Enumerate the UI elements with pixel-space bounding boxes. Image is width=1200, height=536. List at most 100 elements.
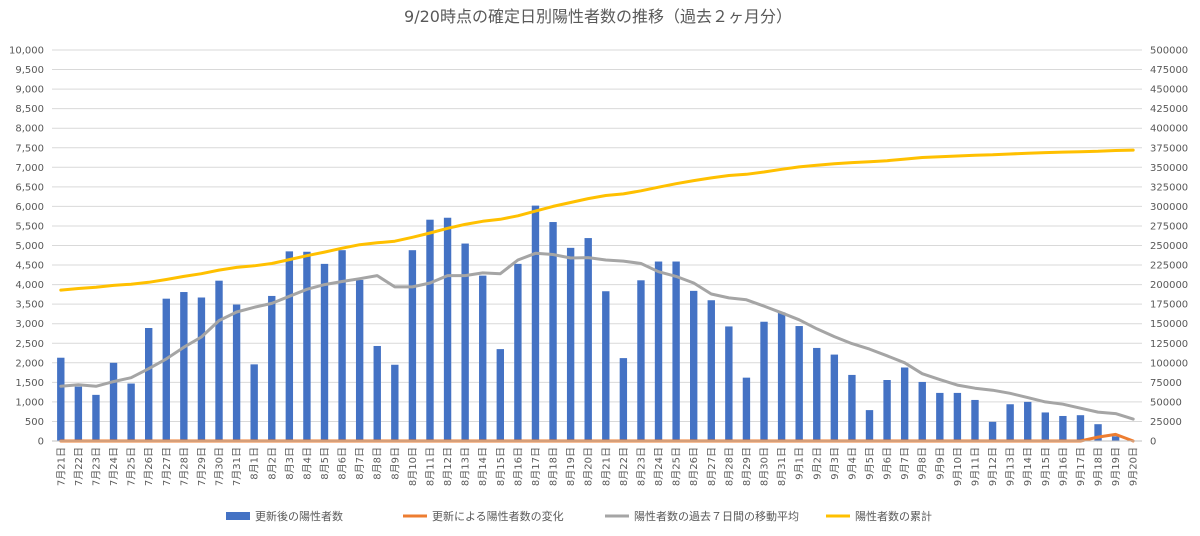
- x-tick-label: 7月23日: [90, 447, 102, 486]
- y-right-tick-label: 350000: [1150, 163, 1188, 174]
- bar: [690, 290, 698, 441]
- bar: [285, 251, 294, 441]
- y-right-tick-label: 50000: [1150, 397, 1182, 408]
- x-tick-label: 9月5日: [864, 447, 876, 480]
- x-axis: 7月21日 7月22日 7月23日 7月24日 7月25日 7月26日 7月27日 7月28日…: [52, 440, 1142, 486]
- bar: [250, 364, 258, 441]
- x-tick-label: 8月21日: [600, 447, 612, 486]
- y-left-tick-label: 500: [25, 417, 44, 428]
- bar: [479, 275, 487, 441]
- bar: [1094, 424, 1102, 441]
- bar: [936, 392, 944, 441]
- bar: [1041, 412, 1049, 441]
- y-right-tick-label: 75000: [1150, 378, 1182, 389]
- legend: 更新後の陽性者数 更新による陽性者数の変化 陽性者数の過去７日間の移動平均 陽性者数の…: [226, 509, 932, 523]
- x-tick-label: 9月11日: [969, 447, 981, 486]
- x-tick-label: 9月4日: [846, 447, 858, 480]
- y-left-tick-label: 0: [38, 437, 44, 448]
- y-right-tick-label: 100000: [1150, 358, 1188, 369]
- x-tick-label: 8月20日: [583, 447, 595, 486]
- y-right-tick-label: 475000: [1150, 65, 1188, 76]
- y-right-tick-label: 275000: [1150, 221, 1188, 232]
- x-tick-label: 8月9日: [389, 447, 401, 480]
- bar: [865, 410, 874, 441]
- x-tick-label: 8月15日: [495, 447, 507, 486]
- bar: [830, 354, 839, 441]
- bar: [57, 357, 65, 441]
- x-tick-label: 8月22日: [618, 447, 630, 486]
- y-right-tick-label: 450000: [1150, 85, 1188, 96]
- bar: [1059, 415, 1067, 441]
- chart-title: 9/20時点の確定日別陽性者数の推移（過去２ヶ月分）: [404, 7, 792, 26]
- x-tick-label: 7月25日: [126, 447, 138, 486]
- x-tick-label: 7月28日: [178, 447, 190, 486]
- y-left-tick-label: 5,500: [15, 221, 44, 232]
- x-tick-label: 9月6日: [882, 447, 894, 480]
- bar: [918, 381, 926, 441]
- legend-label: 陽性者数の過去７日間の移動平均: [634, 509, 799, 523]
- y-left-tick-label: 2,000: [15, 358, 44, 369]
- bar: [848, 374, 856, 441]
- x-tick-label: 8月10日: [407, 447, 419, 486]
- bar: [971, 399, 979, 441]
- x-tick-label: 8月7日: [354, 447, 366, 480]
- x-tick-label: 8月24日: [653, 447, 665, 486]
- legend-swatch: [226, 512, 250, 520]
- y-right-tick-label: 300000: [1150, 202, 1188, 213]
- y-left-tick-label: 3,000: [15, 319, 44, 330]
- bar: [795, 326, 803, 441]
- y-left-tick-label: 10,000: [9, 46, 44, 57]
- bar: [496, 349, 504, 441]
- y-left-tick-label: 8,500: [15, 104, 44, 115]
- bar: [408, 250, 417, 441]
- x-tick-label: 7月31日: [231, 447, 243, 486]
- x-tick-label: 8月18日: [548, 447, 560, 486]
- bar: [777, 312, 786, 441]
- x-tick-label: 9月18日: [1093, 447, 1105, 486]
- bar: [1111, 436, 1120, 441]
- bar: [549, 222, 557, 441]
- bar: [268, 295, 276, 441]
- y-left-tick-label: 6,500: [15, 182, 44, 193]
- x-tick-label: 7月22日: [73, 447, 85, 486]
- bar: [813, 347, 821, 441]
- y-left-tick-label: 3,500: [15, 300, 44, 311]
- x-tick-label: 8月26日: [688, 447, 700, 486]
- bar: [232, 304, 241, 441]
- y-right-tick-label: 150000: [1150, 319, 1188, 330]
- bar: [127, 383, 135, 441]
- x-tick-label: 8月28日: [723, 447, 735, 486]
- y-right-tick-label: 200000: [1150, 280, 1188, 291]
- x-tick-label: 8月31日: [776, 447, 788, 486]
- bar: [654, 261, 663, 441]
- bar: [338, 250, 346, 441]
- x-tick-label: 9月12日: [987, 447, 999, 486]
- x-tick-label: 7月26日: [143, 447, 155, 486]
- x-tick-label: 8月30日: [759, 447, 771, 486]
- x-tick-label: 7月27日: [161, 447, 173, 486]
- y-left-tick-label: 9,000: [15, 85, 44, 96]
- bar: [461, 243, 469, 441]
- y-right-tick-label: 375000: [1150, 143, 1188, 154]
- y-left-tick-label: 5,000: [15, 241, 44, 252]
- y-right-tick-label: 325000: [1150, 182, 1188, 193]
- bar: [1024, 401, 1032, 441]
- x-tick-label: 8月14日: [477, 447, 489, 486]
- bar: [355, 279, 364, 441]
- x-tick-label: 9月19日: [1110, 447, 1122, 486]
- bar: [92, 394, 100, 441]
- bar: [619, 358, 628, 441]
- x-tick-label: 8月11日: [424, 447, 436, 486]
- bar: [1006, 404, 1014, 441]
- x-tick-label: 8月13日: [460, 447, 472, 486]
- x-tick-label: 9月14日: [1022, 447, 1034, 486]
- bar: [426, 219, 434, 441]
- y-left-tick-label: 6,000: [15, 202, 44, 213]
- y-left-tick-label: 7,000: [15, 163, 44, 174]
- x-tick-label: 9月8日: [917, 447, 929, 480]
- x-tick-label: 7月29日: [196, 447, 208, 486]
- bar: [637, 280, 645, 441]
- bar: [303, 251, 311, 441]
- bar: [742, 377, 751, 441]
